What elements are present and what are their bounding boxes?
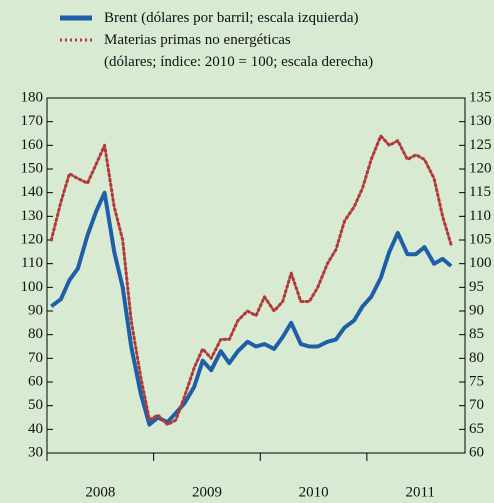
y-tick-label: 90 — [28, 302, 43, 318]
y2-tick-label: 75 — [469, 373, 484, 389]
y-tick-label: 170 — [21, 113, 44, 129]
series-line — [50, 190, 453, 427]
x-tick-label: 2011 — [405, 484, 434, 500]
series-line — [49, 134, 453, 427]
y-tick-label: 160 — [21, 137, 44, 153]
y-tick-label: 110 — [21, 255, 43, 271]
y-tick-label: 130 — [21, 208, 44, 224]
y-tick-label: 140 — [21, 184, 44, 200]
legend-label: Materias primas no energéticas (dólares;… — [104, 32, 374, 70]
y2-tick-label: 90 — [469, 302, 484, 318]
y2-tick-label: 135 — [469, 89, 492, 105]
y2-tick-label: 110 — [469, 208, 491, 224]
y2-tick-label: 80 — [469, 350, 484, 366]
y2-tick-label: 120 — [469, 160, 492, 176]
y-tick-label: 180 — [21, 89, 44, 105]
y2-tick-label: 125 — [469, 137, 492, 153]
y-tick-label: 70 — [28, 350, 43, 366]
plot-frame — [46, 97, 466, 454]
y2-tick-label: 85 — [469, 326, 484, 342]
y-tick-label: 150 — [21, 160, 44, 176]
y2-tick-label: 100 — [469, 255, 492, 271]
y2-tick-label: 105 — [469, 231, 492, 247]
y2-tick-label: 70 — [469, 397, 484, 413]
y2-tick-label: 60 — [469, 444, 484, 460]
y-tick-label: 30 — [28, 444, 43, 460]
y2-tick-label: 95 — [469, 279, 484, 295]
y-tick-label: 80 — [28, 326, 43, 342]
y-tick-label: 40 — [28, 421, 43, 437]
legend-label: Brent (dólares por barril; escala izquie… — [104, 10, 359, 26]
y-tick-label: 120 — [21, 231, 44, 247]
y-tick-label: 50 — [28, 397, 43, 413]
y-tick-label: 60 — [28, 373, 43, 389]
x-tick-label: 2009 — [192, 484, 222, 500]
x-tick-label: 2008 — [85, 484, 115, 500]
y2-tick-label: 130 — [469, 113, 492, 129]
y2-tick-label: 65 — [469, 421, 484, 437]
y-tick-label: 100 — [21, 279, 44, 295]
x-tick-label: 2010 — [299, 484, 329, 500]
y2-tick-label: 115 — [469, 184, 491, 200]
